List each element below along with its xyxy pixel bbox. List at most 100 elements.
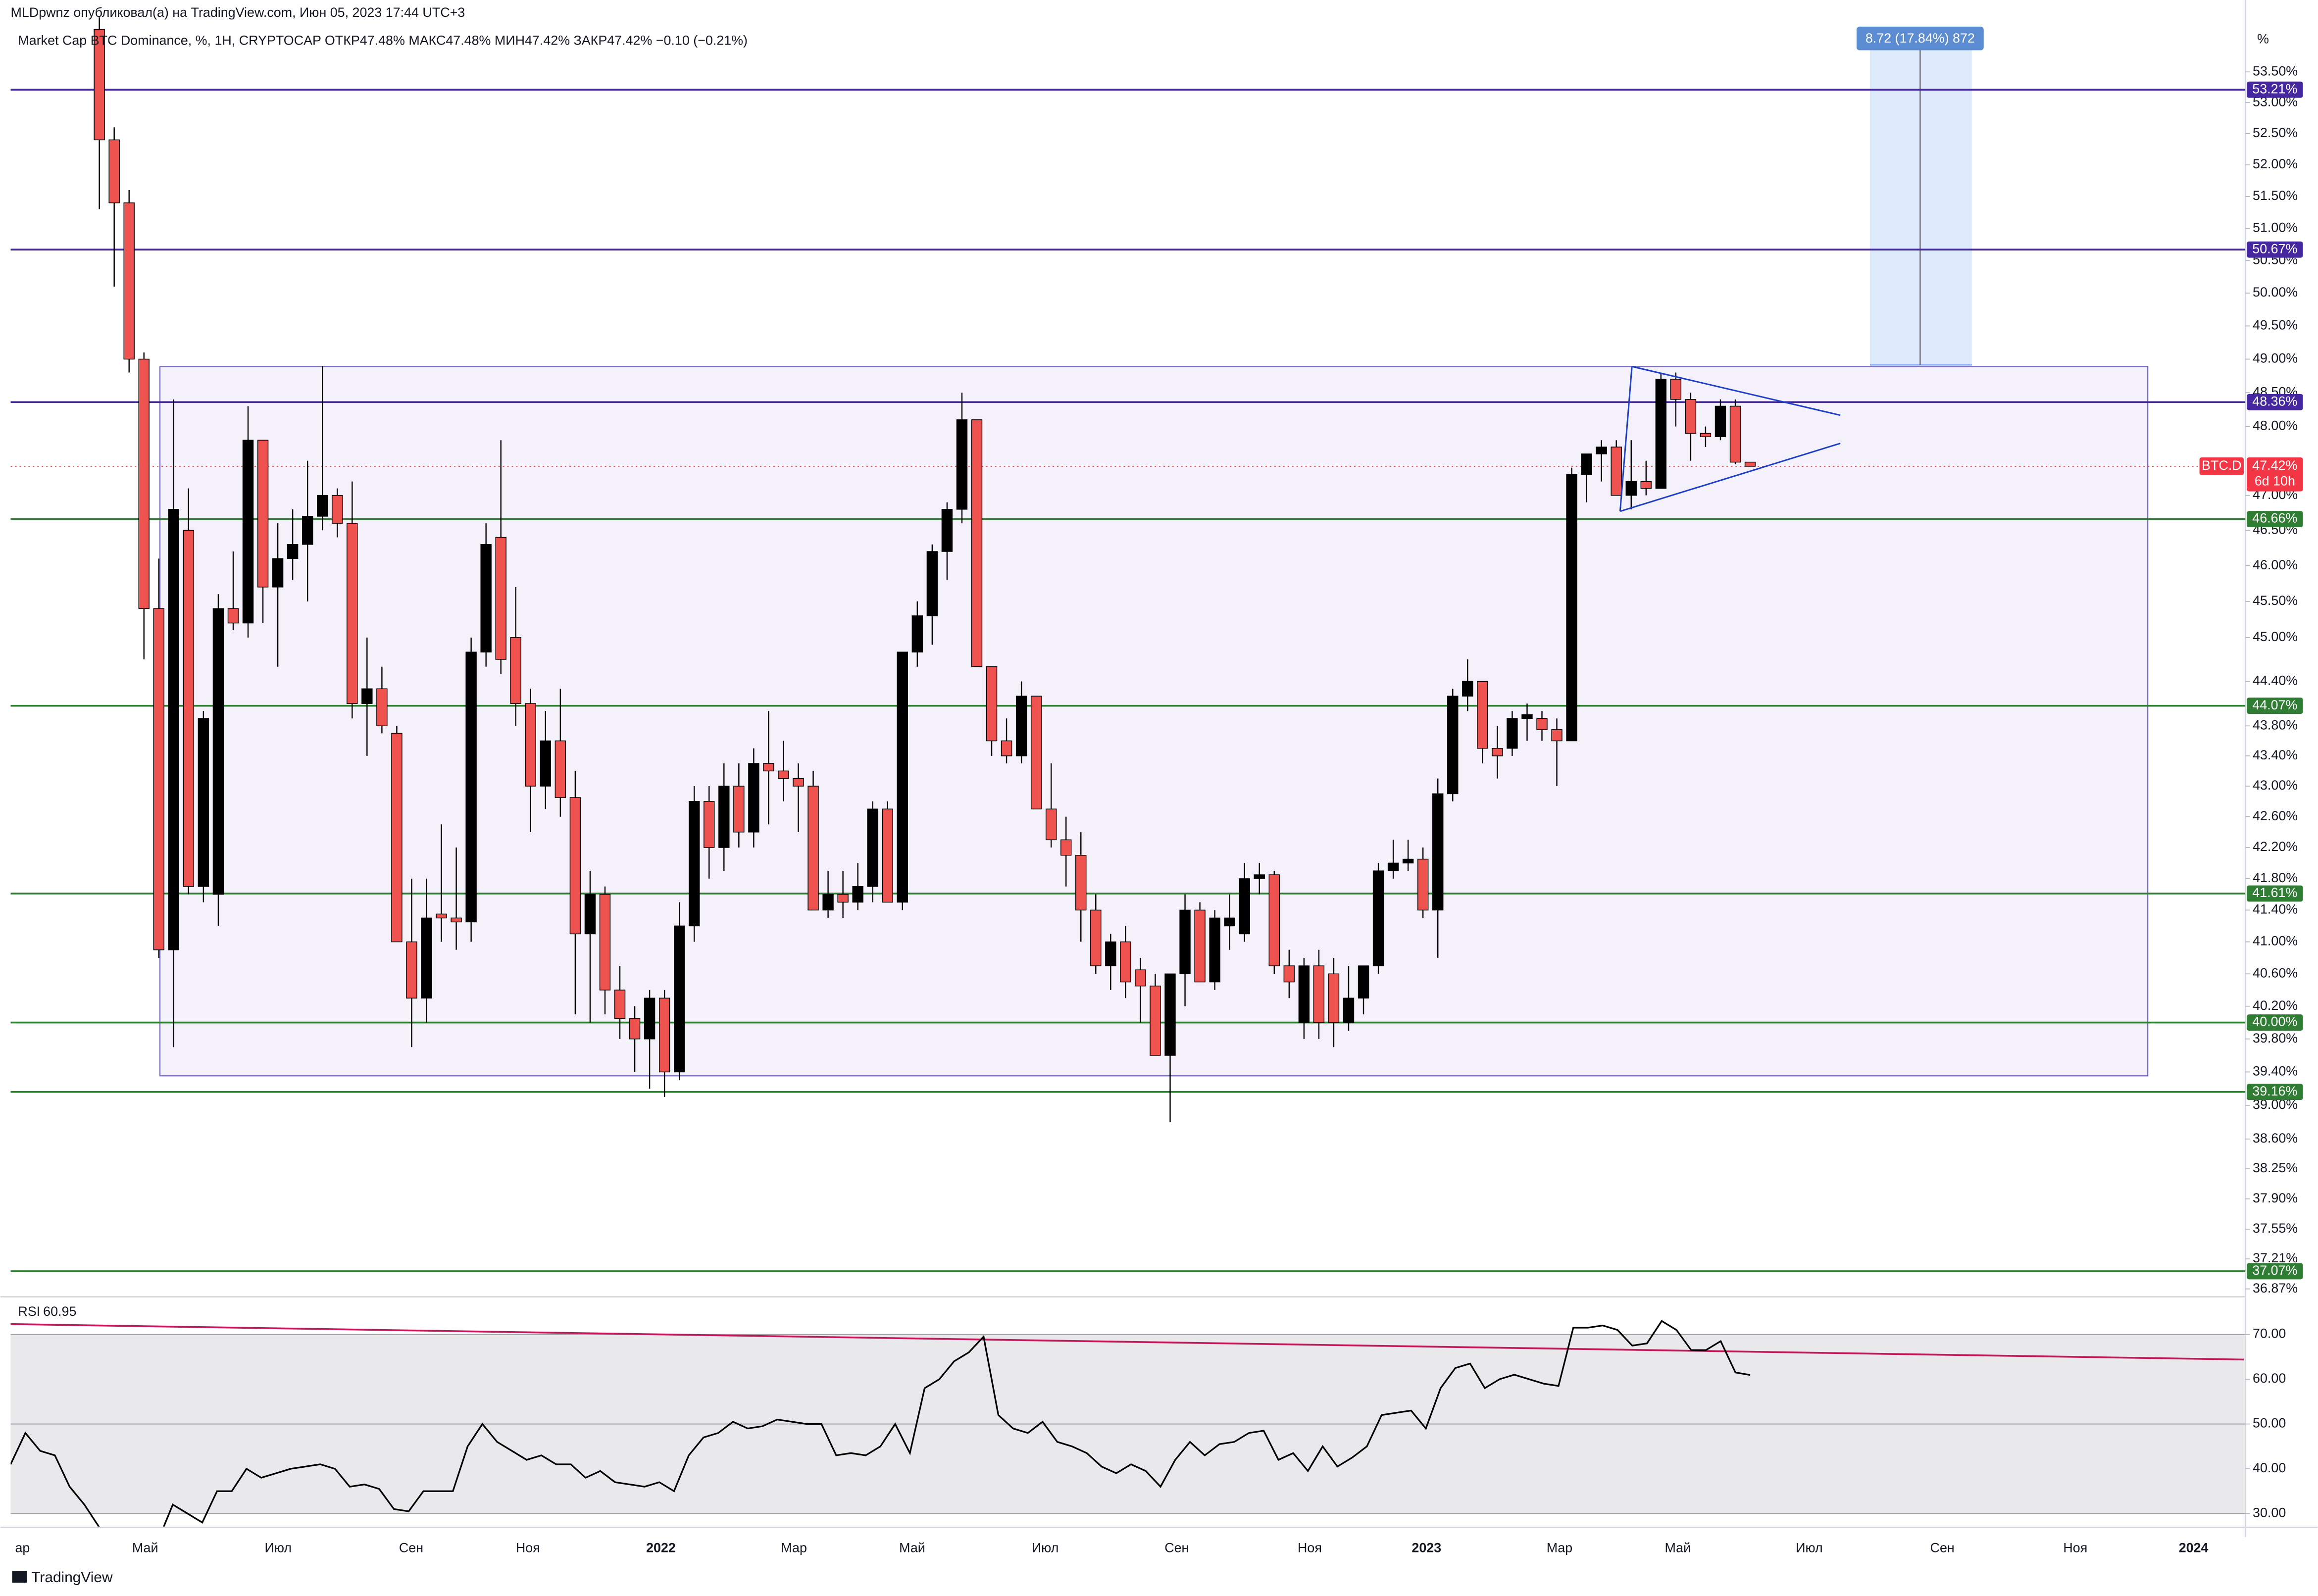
x-tick-label: Июл	[1032, 1541, 1059, 1555]
candle-body	[599, 894, 611, 991]
candle-body	[257, 440, 269, 588]
y-tick-label: 42.60%	[2253, 808, 2298, 823]
candle-body	[1120, 941, 1131, 983]
rsi-name: RSI	[18, 1304, 40, 1319]
y-tick-label: 70.00	[2253, 1326, 2286, 1341]
x-tick-label: Ноя	[516, 1541, 540, 1555]
level-label-box	[2247, 1263, 2303, 1280]
y-tick-label: 39.40%	[2253, 1063, 2298, 1078]
level-label-box	[2247, 81, 2303, 98]
candle-body	[1164, 973, 1176, 1056]
candle-body	[1372, 870, 1384, 966]
candle-body	[1655, 379, 1667, 489]
brand-text: TradingView	[31, 1569, 113, 1586]
candle-body	[658, 998, 670, 1073]
candle-body	[748, 763, 759, 833]
unit-label: %	[2257, 32, 2269, 47]
candle-body	[391, 733, 403, 943]
last-price-countdown: 6d 10h	[2255, 473, 2295, 488]
candle-body	[108, 139, 120, 203]
y-tick-label: 41.80%	[2253, 870, 2298, 885]
candle-body	[317, 495, 328, 517]
candle-body	[332, 495, 343, 524]
candle-body	[956, 419, 968, 510]
candle-body	[1714, 405, 1726, 438]
level-label: 46.66%	[2252, 511, 2297, 526]
candle-body	[1283, 965, 1295, 983]
x-tick-label: Июл	[1796, 1541, 1823, 1555]
candle-body	[1001, 740, 1012, 756]
y-tick-label: 40.20%	[2253, 998, 2298, 1013]
candle-body	[1209, 917, 1220, 983]
y-tick-label: 50.00%	[2253, 285, 2298, 299]
rsi-line	[10, 1320, 1751, 1527]
candle-body	[1313, 965, 1325, 1023]
candle-body	[1700, 433, 1712, 438]
y-tick-label: 46.00%	[2253, 557, 2298, 572]
y-tick-label: 39.80%	[2253, 1031, 2298, 1046]
level-label-box	[2247, 511, 2303, 528]
candle-body	[1729, 405, 1741, 463]
rsi-group	[10, 1334, 2246, 1514]
brand: TradingView	[12, 1569, 113, 1586]
candle-body	[986, 666, 998, 742]
candle-body	[1254, 874, 1265, 879]
candle-body	[1685, 399, 1697, 434]
y-tick-label: 43.00%	[2253, 778, 2298, 793]
y-tick-label: 45.00%	[2253, 629, 2298, 644]
candle-body	[867, 808, 878, 887]
y-tick-label: 49.00%	[2253, 351, 2298, 366]
x-tick-label: 2024	[2179, 1541, 2209, 1555]
candle-body	[227, 608, 239, 624]
x-tick-label: 2022	[646, 1541, 676, 1555]
candle-body	[822, 894, 834, 911]
level-label: 40.00%	[2252, 1014, 2297, 1029]
candle-body	[1462, 681, 1473, 697]
y-tick-label: 48.00%	[2253, 418, 2298, 433]
brand-logo	[12, 1571, 27, 1583]
level-label: 41.61%	[2252, 885, 2297, 900]
candle-body	[465, 651, 477, 923]
x-tick-label: Ноя	[1298, 1541, 1322, 1555]
candle-body	[1015, 696, 1027, 756]
y-tick-label: 51.50%	[2253, 188, 2298, 203]
candle-body	[629, 1018, 641, 1040]
candle-body	[1507, 718, 1518, 749]
measure-label-box	[1857, 26, 1984, 50]
x-tick-label: 2023	[1411, 1541, 1441, 1555]
last-price-name: BTC.D	[2202, 458, 2242, 473]
y-tick-label: 37.55%	[2253, 1221, 2298, 1236]
y-tick-label: 60.00	[2253, 1371, 2286, 1386]
measure-label: 8.72 (17.84%) 872	[1865, 31, 1975, 46]
candle-body	[168, 509, 180, 950]
candle-body	[1387, 862, 1399, 871]
candle-body	[614, 990, 626, 1019]
candle-body	[436, 913, 447, 919]
candle-body	[1492, 748, 1503, 756]
last-price-label: 47.42%	[2252, 458, 2297, 473]
x-tick-label: Май	[1664, 1541, 1691, 1555]
candle-body	[911, 615, 923, 652]
candle-body	[807, 786, 819, 911]
candle-body	[852, 886, 863, 903]
candle-body	[1551, 729, 1562, 742]
candle-body	[584, 894, 596, 935]
candle-body	[421, 917, 432, 999]
candle-body	[1611, 447, 1622, 496]
candle-body	[778, 770, 789, 779]
author-line: MLDpwnz опубликовал(а) на TradingView.co…	[11, 5, 465, 20]
candle-body	[1358, 965, 1369, 999]
candle-body	[1596, 447, 1607, 454]
x-tick-label: Сен	[1164, 1541, 1189, 1555]
y-tick-label: 37.90%	[2253, 1191, 2298, 1205]
y-tick-label: 40.00	[2253, 1460, 2286, 1475]
x-tick-label: Мар	[781, 1541, 807, 1555]
candle-body	[1402, 858, 1414, 864]
candle-body	[272, 558, 284, 588]
candle-body	[1075, 854, 1087, 911]
candle-body	[1477, 681, 1488, 749]
levels-group	[10, 89, 2246, 1272]
candle-body	[1150, 985, 1161, 1056]
triangle-line	[1619, 443, 1841, 512]
